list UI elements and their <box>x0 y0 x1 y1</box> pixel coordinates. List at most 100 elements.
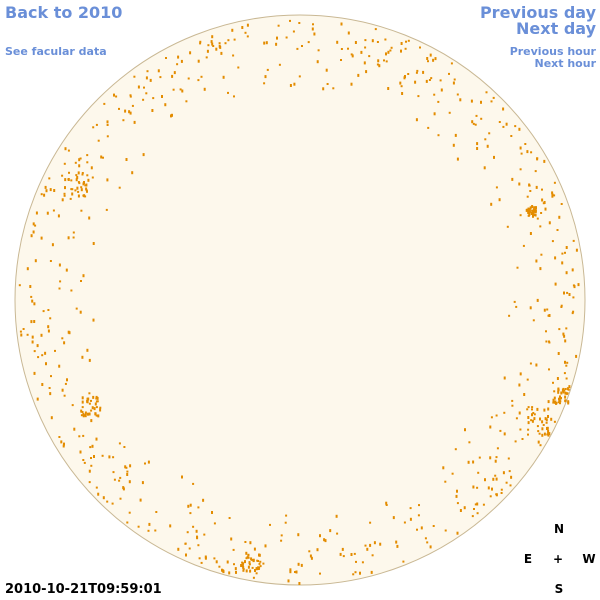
facula <box>482 503 485 506</box>
facula <box>503 432 506 436</box>
facula <box>560 391 563 395</box>
facula <box>33 302 36 306</box>
facula <box>31 340 34 344</box>
facula <box>502 125 505 128</box>
facula <box>495 414 498 417</box>
facula <box>155 511 158 513</box>
facula <box>527 421 530 425</box>
facula <box>278 63 281 66</box>
facula <box>91 176 94 179</box>
facula <box>459 98 462 102</box>
facula <box>354 571 357 574</box>
facula <box>529 190 532 192</box>
facula <box>455 494 458 498</box>
facula <box>77 190 80 193</box>
facula <box>452 143 455 147</box>
next-day-link[interactable]: Next day <box>516 19 596 38</box>
facula <box>80 209 83 212</box>
facula <box>536 425 539 428</box>
facula <box>531 205 534 208</box>
facula <box>515 305 518 308</box>
facula <box>148 522 151 526</box>
facula <box>537 440 540 444</box>
previous-day-link[interactable]: Previous day <box>479 3 596 22</box>
facula <box>289 570 292 574</box>
facula <box>476 512 479 515</box>
facula <box>329 529 332 533</box>
facula <box>45 362 47 366</box>
facula <box>106 500 109 503</box>
facula <box>86 174 89 177</box>
facula <box>543 159 546 163</box>
facula <box>332 87 335 90</box>
facula <box>40 333 43 337</box>
facula <box>85 183 88 187</box>
facula <box>511 404 514 407</box>
back-link[interactable]: Back to 2010 <box>5 3 123 22</box>
facula <box>61 174 64 177</box>
facula <box>527 207 530 210</box>
facula <box>488 132 491 135</box>
facula <box>416 69 419 72</box>
facula <box>133 120 136 124</box>
facula <box>196 535 198 539</box>
facula <box>562 387 565 391</box>
facula <box>62 444 65 448</box>
facula <box>57 214 60 218</box>
facula <box>187 504 190 508</box>
facula <box>113 478 116 481</box>
facula <box>188 547 191 550</box>
facula <box>442 466 445 470</box>
facula <box>350 53 353 56</box>
facula <box>86 154 89 157</box>
facula <box>575 248 578 252</box>
facula <box>324 539 327 543</box>
facula <box>492 96 495 99</box>
facula <box>95 406 98 409</box>
facula <box>79 157 82 160</box>
facula <box>245 557 248 560</box>
facula <box>518 182 521 186</box>
facula <box>539 444 542 447</box>
facula <box>204 555 207 559</box>
facula <box>125 158 128 161</box>
facula <box>453 78 456 81</box>
facula <box>555 401 557 405</box>
facula <box>228 517 231 519</box>
facula <box>32 230 35 234</box>
facula <box>113 93 115 97</box>
facula <box>106 135 109 138</box>
facula <box>547 407 550 411</box>
facula <box>519 372 522 376</box>
previous-hour-link[interactable]: Previous hour <box>509 45 596 58</box>
facula <box>459 509 462 512</box>
facula <box>554 282 557 286</box>
facula <box>530 151 533 154</box>
facula <box>64 178 67 182</box>
facular-data-link[interactable]: See facular data <box>5 45 107 58</box>
next-hour-link[interactable]: Next hour <box>534 57 597 70</box>
facula <box>171 74 174 78</box>
facula <box>448 72 450 75</box>
facula <box>336 40 339 44</box>
facula <box>77 194 80 198</box>
facula <box>40 236 43 240</box>
facula <box>49 392 52 396</box>
facula <box>67 330 70 334</box>
facula <box>487 486 490 490</box>
facula <box>82 459 85 461</box>
facula <box>437 100 440 103</box>
facula <box>88 412 91 416</box>
facula <box>180 59 183 63</box>
facula <box>82 434 85 437</box>
facula <box>533 206 536 209</box>
facula <box>495 477 498 481</box>
facula <box>537 430 540 433</box>
facula <box>258 566 261 569</box>
facula <box>89 446 92 449</box>
facula <box>159 76 162 79</box>
facula <box>485 91 488 94</box>
facula <box>118 186 121 189</box>
facula <box>67 149 70 152</box>
